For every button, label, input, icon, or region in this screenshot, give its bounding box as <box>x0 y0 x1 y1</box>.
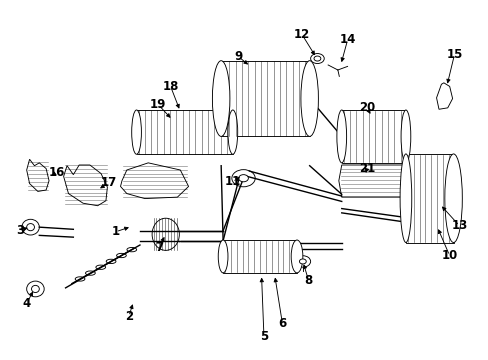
Ellipse shape <box>212 61 229 136</box>
Text: 3: 3 <box>16 224 24 237</box>
Circle shape <box>310 54 324 64</box>
Ellipse shape <box>31 285 39 293</box>
Text: 19: 19 <box>149 98 166 111</box>
Text: 6: 6 <box>278 317 286 330</box>
Ellipse shape <box>444 154 461 243</box>
Ellipse shape <box>27 281 44 297</box>
Polygon shape <box>436 83 452 109</box>
Ellipse shape <box>399 154 411 243</box>
Text: 4: 4 <box>22 297 31 310</box>
Ellipse shape <box>300 61 318 136</box>
Text: 21: 21 <box>358 162 374 175</box>
Ellipse shape <box>290 240 302 273</box>
Ellipse shape <box>336 110 346 163</box>
Text: 7: 7 <box>155 240 163 254</box>
Text: 8: 8 <box>304 274 312 287</box>
Ellipse shape <box>227 110 237 154</box>
Bar <box>341 110 405 163</box>
Circle shape <box>299 259 305 264</box>
Text: 20: 20 <box>358 102 374 114</box>
Circle shape <box>313 56 320 61</box>
Ellipse shape <box>22 219 39 235</box>
Bar <box>221 61 309 136</box>
Ellipse shape <box>400 110 410 163</box>
Polygon shape <box>338 165 408 197</box>
Text: 17: 17 <box>100 176 116 189</box>
Text: 9: 9 <box>234 50 243 63</box>
Text: 12: 12 <box>293 28 309 41</box>
Text: 15: 15 <box>446 48 462 61</box>
Ellipse shape <box>152 218 179 250</box>
Bar <box>223 240 296 273</box>
Circle shape <box>231 170 255 187</box>
Ellipse shape <box>27 224 34 231</box>
Text: 14: 14 <box>339 33 355 46</box>
Text: 18: 18 <box>162 80 179 93</box>
Polygon shape <box>63 165 107 206</box>
Circle shape <box>238 175 248 182</box>
Text: 11: 11 <box>224 175 240 188</box>
Polygon shape <box>27 159 49 192</box>
Text: 2: 2 <box>124 310 133 323</box>
Bar <box>405 154 453 243</box>
Ellipse shape <box>131 110 141 154</box>
Text: 16: 16 <box>49 166 65 179</box>
Text: 1: 1 <box>111 225 120 238</box>
Bar <box>136 110 232 154</box>
Ellipse shape <box>218 240 227 273</box>
Text: 13: 13 <box>450 219 467 232</box>
Text: 5: 5 <box>259 330 267 343</box>
Polygon shape <box>120 163 188 199</box>
Circle shape <box>294 256 310 267</box>
Text: 10: 10 <box>441 249 457 262</box>
